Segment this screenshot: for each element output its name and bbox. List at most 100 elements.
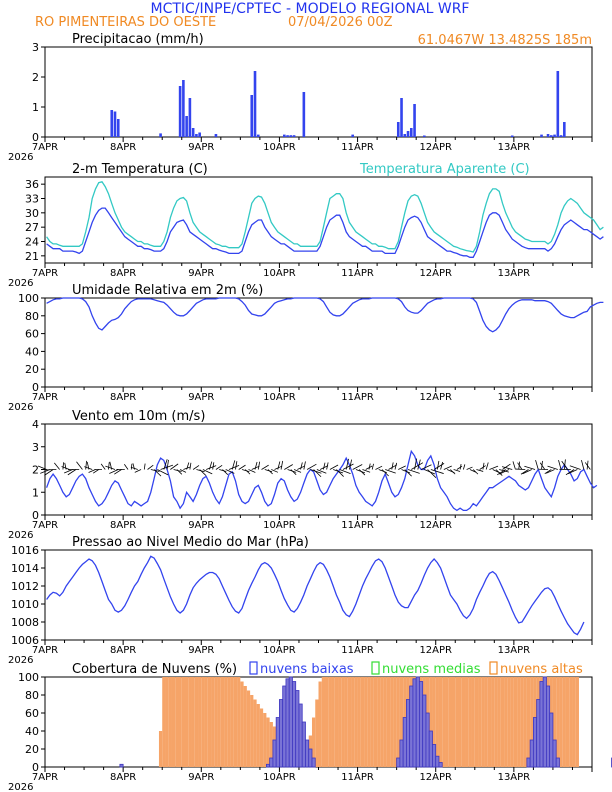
wind-arrow: [76, 461, 83, 470]
x-tick-label: 9APR: [188, 772, 214, 783]
precip-bar: [283, 134, 286, 137]
wind-arrow: [339, 469, 351, 474]
cloud-bar-high: [432, 677, 436, 767]
x-tick-label: 8APR: [110, 392, 136, 403]
wind-arrow: [109, 469, 119, 474]
wind-arrow: [85, 460, 87, 470]
wind-arrow: [134, 469, 142, 473]
wind-arrow: [546, 469, 555, 474]
y-tick-label: 4: [32, 418, 39, 431]
precip-bar: [182, 80, 185, 137]
cloud-bar-low: [536, 699, 541, 768]
y-tick-label: 1006: [11, 634, 39, 647]
x-tick-label: 11APR: [341, 392, 374, 403]
cloud-bar-high: [178, 677, 182, 767]
cloud-bar-high: [364, 677, 368, 767]
x-axis-year: 2026: [8, 402, 33, 413]
panel-title: Pressao ao Nivel Medio do Mar (hPa): [72, 535, 309, 550]
cloud-bar-low: [406, 699, 411, 768]
cloud-bar-high: [500, 677, 505, 767]
cloud-bar-low: [396, 757, 401, 768]
cloud-bar-high: [481, 677, 485, 767]
cloud-bar-low: [438, 762, 443, 768]
wind-arrow: [300, 462, 303, 470]
panel-precip: 0 1 2 3 7APR 8APR 9APR 10APR 11APR 12APR 13APR 2026…: [8, 32, 593, 163]
legend-swatch: [371, 661, 380, 675]
cloud-bar-high: [377, 677, 381, 767]
wind-arrow: [271, 469, 279, 473]
wind-arrow: [584, 462, 591, 470]
wind-arrow: [375, 465, 383, 470]
cloud-bar-low: [402, 717, 407, 768]
precip-bar: [178, 86, 182, 137]
cloud-bar-high: [487, 677, 492, 767]
cloud-bar-high: [461, 677, 466, 767]
panel-title: Cobertura de Nuvens (%): [72, 662, 237, 677]
cloud-bar-high: [227, 677, 231, 767]
y-tick-label: 1014: [11, 562, 39, 575]
wind-arrow: [61, 466, 70, 470]
cloud-bar-low: [532, 717, 538, 768]
panel-frame: [44, 176, 593, 264]
x-tick-label: 13APR: [498, 268, 531, 279]
wind-arrow: [482, 462, 485, 470]
wind-arrow: [261, 464, 269, 470]
y-tick-label: 0: [32, 131, 39, 144]
y-tick-label: 40: [25, 725, 39, 738]
wind-arrow: [485, 462, 489, 470]
wind-arrow: [153, 469, 162, 477]
cloud-bar-high: [507, 677, 511, 767]
cloud-bar-low: [275, 717, 280, 768]
wind-arrow: [358, 469, 366, 476]
y-tick-label: 40: [25, 345, 39, 358]
wind-arrow: [284, 464, 293, 470]
cloud-bar-high: [445, 677, 449, 767]
wind-arrow: [100, 463, 106, 470]
y-tick-label: 1012: [11, 580, 39, 593]
y-tick-label: 1: [32, 486, 39, 499]
wind-arrow: [231, 460, 236, 470]
wind-arrow: [524, 465, 536, 470]
wind-arrow: [401, 469, 411, 474]
cloud-bar-high: [191, 677, 195, 767]
cloud-bar-low: [419, 681, 424, 768]
panel-pressure: 1006 1008 1010 1012 1014 1016 7APR 8APR 9APR 10AP…: [8, 535, 593, 666]
wind-arrow: [459, 463, 462, 470]
wind-arrow: [290, 469, 297, 475]
precip-bar: [351, 134, 354, 137]
cloud-bar-high: [458, 677, 462, 767]
cloud-bar-high: [575, 677, 579, 767]
precip-bar: [286, 135, 289, 137]
cloud-bar-high: [198, 677, 202, 767]
series-line-umidade-relativa: [46, 297, 604, 333]
cloud-bar-high: [510, 677, 514, 767]
wind-arrow: [54, 462, 60, 470]
wind-arrow: [535, 460, 539, 470]
x-tick-label: 7APR: [32, 142, 58, 153]
precip-bar: [116, 119, 120, 137]
precip-bar: [110, 110, 114, 137]
precip-bar: [413, 104, 416, 137]
wind-arrow: [407, 469, 420, 474]
wind-arrow: [186, 462, 190, 470]
cloud-bar-low: [425, 712, 430, 768]
precip-bar: [396, 122, 400, 137]
cloud-bar-low: [555, 757, 560, 768]
precip-bar: [546, 134, 550, 137]
wind-arrow: [417, 459, 421, 470]
cloud-bar-high: [321, 677, 326, 767]
wind-arrow: [280, 460, 284, 470]
wind-arrow: [352, 464, 363, 470]
wind-arrow: [189, 462, 192, 470]
cloud-bar-high: [556, 677, 560, 767]
precip-bar: [559, 135, 563, 137]
x-tick-label: 9APR: [188, 392, 214, 403]
wind-arrow: [499, 469, 510, 475]
x-tick-label: 12APR: [419, 772, 452, 783]
wind-arrow: [124, 464, 129, 470]
wind-arrow: [472, 469, 479, 475]
y-tick-label: 2: [32, 71, 39, 84]
wind-arrow: [336, 469, 344, 477]
cloud-bar-high: [562, 677, 566, 767]
